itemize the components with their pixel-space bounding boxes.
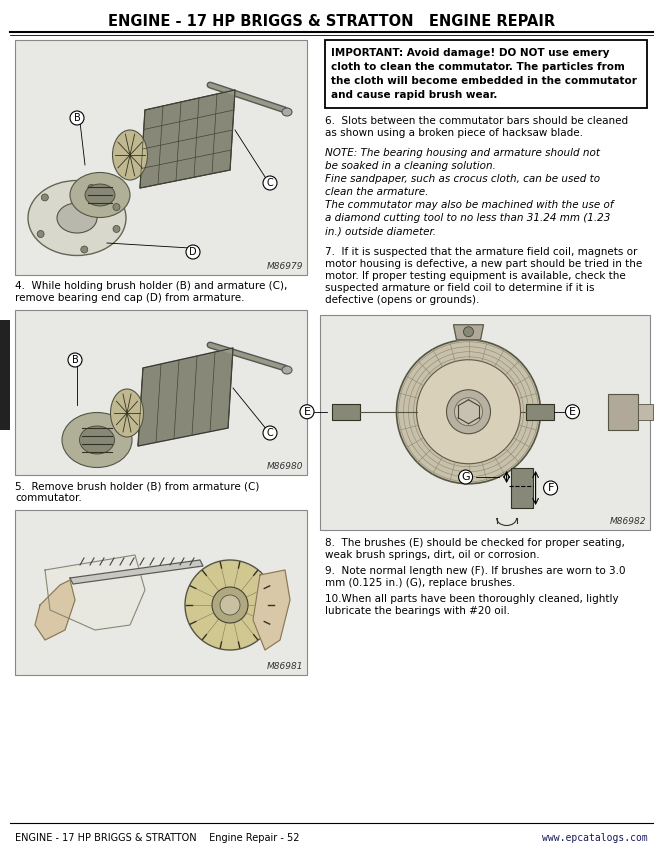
Circle shape [220,595,240,615]
Text: 9.  Note normal length new (F). If brushes are worn to 3.0: 9. Note normal length new (F). If brushe… [325,566,625,576]
Text: in.) outside diameter.: in.) outside diameter. [325,226,436,236]
Text: E: E [569,407,576,416]
Circle shape [41,194,48,201]
Ellipse shape [57,203,97,233]
Circle shape [68,353,82,367]
Text: www.epcatalogs.com: www.epcatalogs.com [542,833,648,843]
Polygon shape [140,90,235,188]
Ellipse shape [70,173,130,217]
Ellipse shape [80,426,115,454]
Text: F: F [548,483,554,493]
Text: ENGINE - 17 HP BRIGGS & STRATTON    Engine Repair - 52: ENGINE - 17 HP BRIGGS & STRATTON Engine … [15,833,300,843]
Bar [608,394,638,430]
Text: D: D [189,247,197,257]
Ellipse shape [85,184,115,206]
Circle shape [186,245,200,259]
Bar [320,315,650,530]
Text: a diamond cutting tool to no less than 31.24 mm (1.23: a diamond cutting tool to no less than 3… [325,213,611,223]
Circle shape [446,390,491,433]
Text: weak brush springs, dirt, oil or corrosion.: weak brush springs, dirt, oil or corrosi… [325,550,540,560]
Bar [15,310,307,475]
Text: the cloth will become embedded in the commutator: the cloth will become embedded in the co… [331,76,637,86]
Text: IMPORTANT: Avoid damage! DO NOT use emery: IMPORTANT: Avoid damage! DO NOT use emer… [331,48,609,58]
Ellipse shape [282,108,292,116]
Text: C: C [267,178,273,188]
Circle shape [396,339,540,484]
Ellipse shape [113,130,147,180]
Text: C: C [267,428,273,438]
Text: clean the armature.: clean the armature. [325,187,428,197]
Circle shape [81,246,88,253]
Circle shape [113,203,120,210]
Circle shape [185,560,275,650]
Text: remove bearing end cap (D) from armature.: remove bearing end cap (D) from armature… [15,293,245,303]
Text: 8.  The brushes (E) should be checked for proper seating,: 8. The brushes (E) should be checked for… [325,538,625,548]
Circle shape [263,176,277,190]
Text: ENGINE - 17 HP BRIGGS & STRATTON   ENGINE REPAIR: ENGINE - 17 HP BRIGGS & STRATTON ENGINE … [109,15,556,30]
Text: as shown using a broken piece of hacksaw blade.: as shown using a broken piece of hacksaw… [325,128,583,138]
Text: Fine sandpaper, such as crocus cloth, can be used to: Fine sandpaper, such as crocus cloth, ca… [325,174,600,184]
Circle shape [300,404,314,419]
Circle shape [263,426,277,440]
Polygon shape [253,570,290,650]
Polygon shape [35,580,75,640]
Circle shape [544,481,558,495]
Bar [0,320,10,430]
Circle shape [113,226,120,233]
Text: M86980: M86980 [267,462,303,471]
Circle shape [88,185,95,192]
Text: lubricate the bearings with #20 oil.: lubricate the bearings with #20 oil. [325,606,510,616]
Bar [15,510,307,675]
Text: 4.  While holding brush holder (B) and armature (C),: 4. While holding brush holder (B) and ar… [15,281,287,291]
Text: M86982: M86982 [609,517,646,526]
Bar [526,404,554,420]
Bar [325,40,647,108]
Ellipse shape [28,180,126,256]
Text: cloth to clean the commutator. The particles from: cloth to clean the commutator. The parti… [331,62,625,72]
Text: and cause rapid brush wear.: and cause rapid brush wear. [331,90,497,100]
Circle shape [416,360,520,463]
Bar [15,40,307,275]
Text: B: B [74,113,80,123]
Text: NOTE: The bearing housing and armature should not: NOTE: The bearing housing and armature s… [325,148,600,158]
Ellipse shape [62,412,132,468]
Text: motor housing is defective, a new part should be tried in the: motor housing is defective, a new part s… [325,259,642,269]
Text: commutator.: commutator. [15,493,82,503]
Circle shape [70,111,84,125]
Text: 5.  Remove brush holder (B) from armature (C): 5. Remove brush holder (B) from armature… [15,481,259,491]
Polygon shape [70,560,203,584]
Polygon shape [45,555,145,630]
Polygon shape [138,348,233,446]
Bar [511,468,532,508]
Circle shape [37,231,44,238]
Polygon shape [453,325,483,339]
Text: mm (0.125 in.) (G), replace brushes.: mm (0.125 in.) (G), replace brushes. [325,578,515,588]
Text: suspected armature or field coil to determine if it is: suspected armature or field coil to dete… [325,283,595,293]
Ellipse shape [111,389,143,437]
Text: be soaked in a cleaning solution.: be soaked in a cleaning solution. [325,161,496,171]
Ellipse shape [282,366,292,374]
Text: M86981: M86981 [267,662,303,671]
Text: 7.  If it is suspected that the armature field coil, magnets or: 7. If it is suspected that the armature … [325,247,637,257]
Bar [332,404,360,420]
Circle shape [455,398,483,426]
Circle shape [212,587,248,623]
Text: motor. If proper testing equipment is available, check the: motor. If proper testing equipment is av… [325,271,626,281]
Text: E: E [304,407,310,416]
Text: 10.When all parts have been thoroughly cleaned, lightly: 10.When all parts have been thoroughly c… [325,594,619,604]
Circle shape [459,470,473,484]
Text: B: B [72,355,78,365]
Text: G: G [461,472,470,482]
Bar [638,404,653,420]
Text: 6.  Slots between the commutator bars should be cleaned: 6. Slots between the commutator bars sho… [325,116,628,126]
Text: The commutator may also be machined with the use of: The commutator may also be machined with… [325,200,613,210]
Circle shape [566,404,579,419]
Text: M86979: M86979 [267,262,303,271]
Circle shape [463,327,473,337]
Text: defective (opens or grounds).: defective (opens or grounds). [325,295,479,305]
